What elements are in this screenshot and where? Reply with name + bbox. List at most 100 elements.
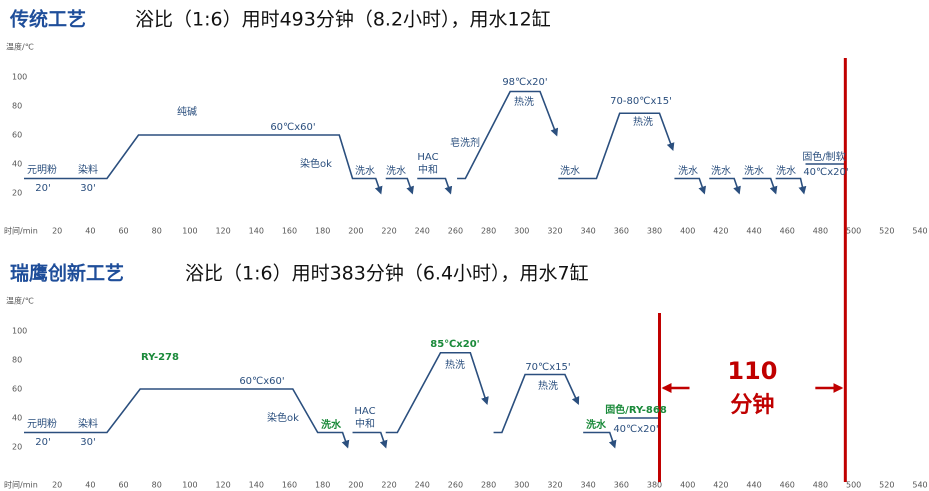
y-tick-label: 40 <box>12 160 22 169</box>
x-tick-label: 360 <box>614 481 629 490</box>
temperature-line <box>775 177 807 195</box>
x-tick-label: 340 <box>581 481 596 490</box>
x-tick-label: 240 <box>415 481 430 490</box>
annotation: 固色/制软 <box>802 150 845 163</box>
temperature-line <box>583 431 617 449</box>
annotation: 60℃x60' <box>270 122 315 133</box>
x-tick-label: 200 <box>348 481 363 490</box>
x-tick-label: 60 <box>118 227 128 236</box>
x-tick-label: 240 <box>415 227 430 236</box>
x-tick-label: 400 <box>680 481 695 490</box>
x-tick-label: 40 <box>85 481 95 490</box>
x-tick-label: 20 <box>52 227 62 236</box>
annotation: 染色ok <box>267 411 299 424</box>
temperature-line <box>709 177 741 195</box>
x-tick-label: 120 <box>215 227 230 236</box>
temperature-line <box>24 134 383 195</box>
x-tick-label: 320 <box>547 227 562 236</box>
annotation: 70-80℃x15' <box>610 96 672 107</box>
x-tick-label: 220 <box>381 481 396 490</box>
x-tick-label: 440 <box>746 481 761 490</box>
annotation: 40℃x20' <box>613 424 658 435</box>
x-tick-label: 160 <box>282 481 297 490</box>
annotation: 热洗 <box>538 379 558 392</box>
x-tick-label: 160 <box>282 227 297 236</box>
annotation: 洗水 <box>744 165 764 177</box>
x-tick-label: 500 <box>846 481 861 490</box>
y-tick-label: 20 <box>12 189 22 198</box>
x-tick-label: 460 <box>780 481 795 490</box>
annotation: 洗水 <box>321 418 342 431</box>
x-tick-label: 540 <box>912 227 927 236</box>
annotation: 皂洗剂 <box>450 136 480 149</box>
annotation: 洗水 <box>711 165 731 177</box>
x-tick-label: 300 <box>514 481 529 490</box>
annotation: 20' <box>35 437 50 448</box>
annotation: 纯碱 <box>177 105 197 118</box>
x-tick-label: 20 <box>52 481 62 490</box>
annotation: 60℃x60' <box>239 376 284 387</box>
subtitle: 浴比（1:6）用时493分钟（8.2小时），用水12缸 <box>135 9 551 31</box>
difference-value: 110 <box>727 357 777 385</box>
x-tick-label: 300 <box>514 227 529 236</box>
x-tick-label: 420 <box>713 481 728 490</box>
x-tick-label: 360 <box>614 227 629 236</box>
y-tick-label: 20 <box>12 443 22 452</box>
annotation: 热洗 <box>445 358 465 371</box>
annotation: 40℃x20' <box>803 167 848 178</box>
temperature-line <box>558 112 675 180</box>
y-axis-label: 温度/℃ <box>6 42 34 52</box>
temperature-line <box>457 90 559 180</box>
x-tick-label: 460 <box>780 227 795 236</box>
temperature-line <box>674 177 707 195</box>
difference-unit: 分钟 <box>730 392 774 418</box>
x-tick-label: 420 <box>713 227 728 236</box>
x-axis-label: 时间/min <box>4 226 38 236</box>
x-tick-label: 280 <box>481 481 496 490</box>
y-tick-label: 80 <box>12 102 22 111</box>
annotation: 中和 <box>355 417 375 430</box>
x-tick-label: 80 <box>152 481 162 490</box>
x-tick-label: 80 <box>152 227 162 236</box>
y-tick-label: 60 <box>12 131 22 140</box>
annotation: 染料 <box>78 163 98 176</box>
y-tick-label: 80 <box>12 356 22 365</box>
annotation: 洗水 <box>586 418 607 431</box>
annotation: HAC <box>417 152 438 163</box>
x-tick-label: 520 <box>879 481 894 490</box>
annotation: 热洗 <box>514 95 534 108</box>
y-tick-label: 40 <box>12 414 22 423</box>
annotation: 98℃x20' <box>502 77 547 88</box>
annotation: 洗水 <box>678 165 698 177</box>
subtitle: 浴比（1:6）用时383分钟（6.4小时），用水7缸 <box>185 263 589 285</box>
x-tick-label: 140 <box>249 481 264 490</box>
annotation: 70℃x15' <box>525 362 570 373</box>
annotation: 30' <box>80 183 95 194</box>
x-tick-label: 280 <box>481 227 496 236</box>
annotation: 20' <box>35 183 50 194</box>
x-tick-label: 60 <box>118 481 128 490</box>
x-tick-label: 220 <box>381 227 396 236</box>
annotation: 洗水 <box>560 165 580 177</box>
x-tick-label: 540 <box>912 481 927 490</box>
x-tick-label: 100 <box>182 227 197 236</box>
annotation: 洗水 <box>355 165 375 177</box>
x-tick-label: 200 <box>348 227 363 236</box>
temperature-line <box>385 177 414 195</box>
x-tick-label: 120 <box>215 481 230 490</box>
title: 瑞鹰创新工艺 <box>10 262 124 285</box>
annotation: RY-278 <box>141 352 179 363</box>
annotation: HAC <box>354 406 375 417</box>
title: 传统工艺 <box>9 8 86 31</box>
x-axis-label: 时间/min <box>4 480 38 490</box>
annotation: 中和 <box>418 163 438 176</box>
y-tick-label: 100 <box>12 73 27 82</box>
x-tick-label: 520 <box>879 227 894 236</box>
x-tick-label: 380 <box>647 227 662 236</box>
annotation: 染色ok <box>300 157 332 170</box>
x-tick-label: 340 <box>581 227 596 236</box>
y-axis-label: 温度/℃ <box>6 296 34 306</box>
temperature-line <box>352 431 388 449</box>
annotation: 元明粉 <box>27 417 57 430</box>
